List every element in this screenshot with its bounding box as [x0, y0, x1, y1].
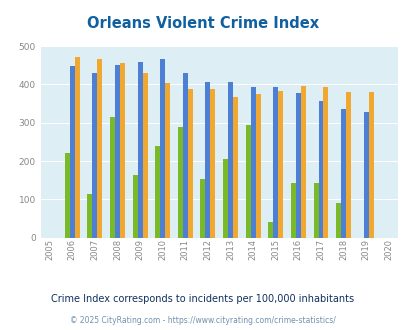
Bar	[87, 194, 92, 238]
Bar	[155, 147, 160, 238]
Bar	[290, 183, 295, 238]
Bar	[363, 112, 368, 238]
Bar	[300, 85, 305, 238]
Bar	[65, 153, 70, 238]
Bar	[142, 73, 147, 238]
Bar	[255, 94, 260, 238]
Bar	[345, 92, 350, 238]
Bar	[323, 87, 328, 238]
Bar	[205, 82, 210, 238]
Bar	[160, 59, 165, 238]
Bar	[97, 59, 102, 238]
Bar	[137, 62, 142, 238]
Bar	[177, 127, 182, 238]
Text: Orleans Violent Crime Index: Orleans Violent Crime Index	[87, 16, 318, 31]
Bar	[210, 89, 215, 238]
Bar	[182, 73, 188, 238]
Bar	[335, 203, 340, 238]
Bar	[115, 65, 119, 238]
Text: Crime Index corresponds to incidents per 100,000 inhabitants: Crime Index corresponds to incidents per…	[51, 294, 354, 304]
Bar	[295, 93, 300, 238]
Bar	[228, 82, 232, 238]
Bar	[222, 159, 228, 238]
Bar	[232, 97, 237, 238]
Bar	[313, 183, 318, 238]
Bar	[340, 109, 345, 238]
Bar	[273, 87, 277, 238]
Bar	[132, 175, 137, 238]
Bar	[75, 56, 79, 238]
Bar	[92, 73, 97, 238]
Bar	[200, 179, 205, 238]
Bar	[277, 91, 283, 238]
Bar	[119, 63, 125, 238]
Bar	[70, 66, 75, 238]
Text: © 2025 CityRating.com - https://www.cityrating.com/crime-statistics/: © 2025 CityRating.com - https://www.city…	[70, 315, 335, 325]
Bar	[110, 117, 115, 238]
Bar	[250, 87, 255, 238]
Bar	[188, 89, 192, 238]
Bar	[268, 222, 273, 238]
Bar	[165, 83, 170, 238]
Bar	[368, 92, 373, 238]
Bar	[318, 101, 323, 238]
Bar	[245, 125, 250, 238]
